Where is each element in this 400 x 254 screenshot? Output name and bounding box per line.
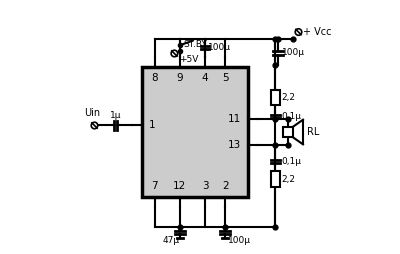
Text: ST.BY: ST.BY xyxy=(183,40,207,49)
Text: + Vcc: + Vcc xyxy=(303,26,332,37)
Text: 13: 13 xyxy=(228,140,242,150)
Text: 100µ: 100µ xyxy=(208,43,231,52)
Text: 2: 2 xyxy=(222,181,228,191)
Text: 47µ: 47µ xyxy=(162,236,180,245)
Text: 12: 12 xyxy=(173,181,186,191)
Bar xyxy=(142,67,248,197)
Text: 1: 1 xyxy=(148,120,155,131)
Text: 9: 9 xyxy=(176,73,183,83)
Text: 100µ: 100µ xyxy=(282,49,305,57)
Text: 2,2: 2,2 xyxy=(281,174,295,183)
Bar xyxy=(271,90,280,105)
Text: 8: 8 xyxy=(152,73,158,83)
Text: Uin: Uin xyxy=(84,108,100,118)
Bar xyxy=(283,127,293,137)
Text: 1µ: 1µ xyxy=(110,111,122,120)
Text: 4: 4 xyxy=(202,73,208,83)
Text: +5V: +5V xyxy=(179,55,198,64)
Text: 100µ: 100µ xyxy=(228,236,251,245)
Text: 0,1µ: 0,1µ xyxy=(281,157,301,166)
Text: 3: 3 xyxy=(202,181,208,191)
Text: 5: 5 xyxy=(222,73,228,83)
Text: 7: 7 xyxy=(152,181,158,191)
Text: 2,2: 2,2 xyxy=(281,93,295,102)
Text: 11: 11 xyxy=(228,114,242,124)
Text: 0,1µ: 0,1µ xyxy=(281,112,301,121)
Text: RL: RL xyxy=(307,127,319,137)
Bar xyxy=(271,171,280,186)
